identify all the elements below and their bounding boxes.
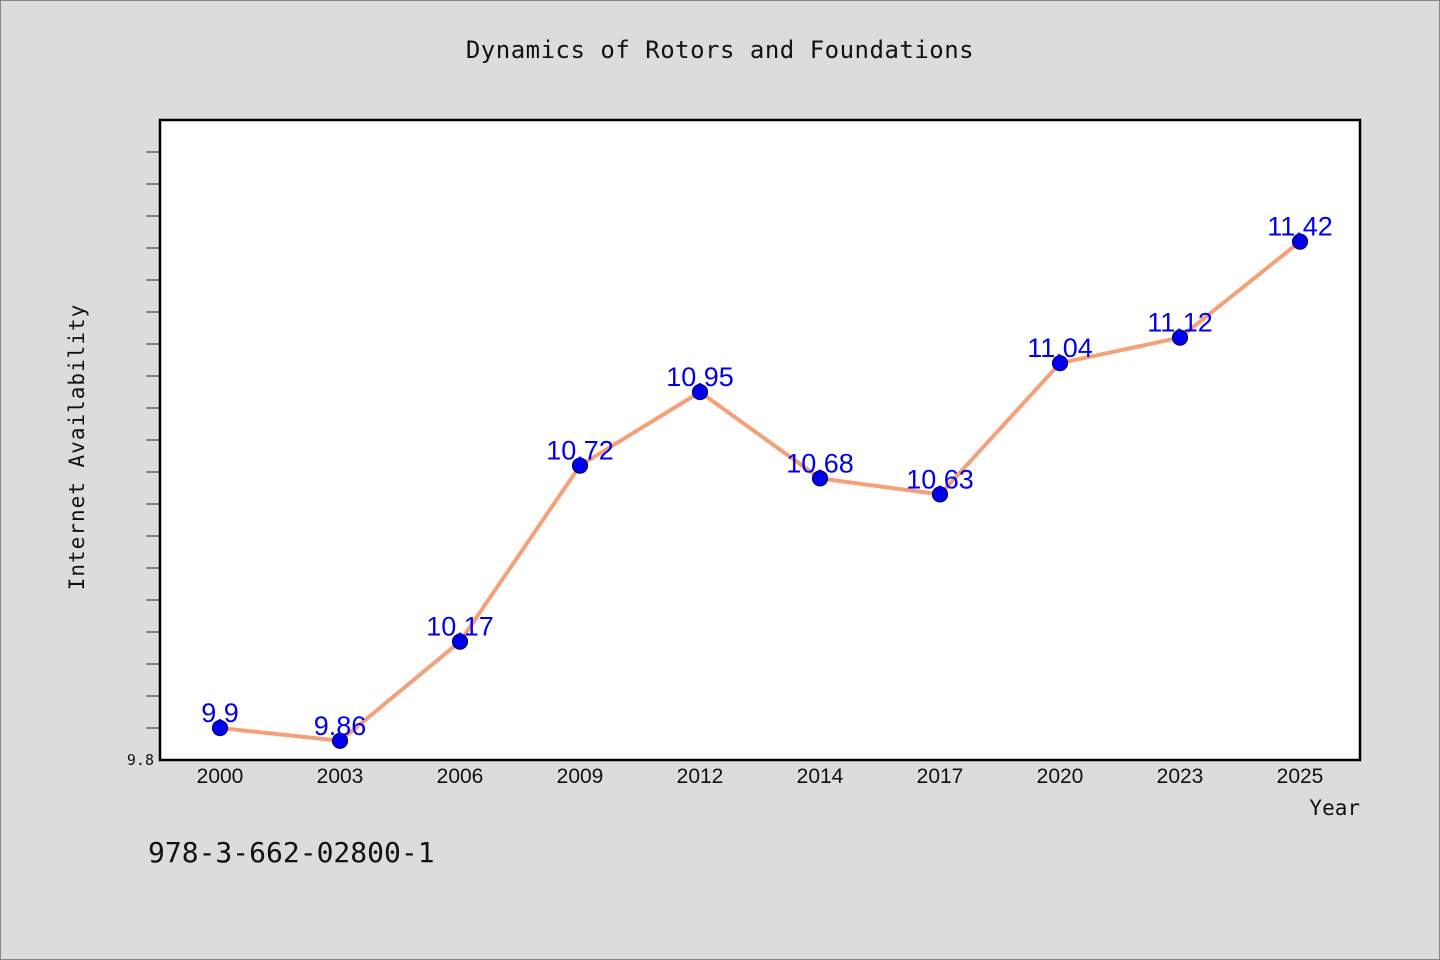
data-label: 10.68: [786, 448, 854, 478]
data-label: 10.72: [546, 436, 614, 466]
x-tick-label: 2020: [1037, 765, 1084, 788]
x-tick-label: 2006: [437, 765, 484, 788]
data-point: [691, 383, 709, 401]
data-point: [211, 719, 229, 737]
data-point: [1051, 355, 1069, 372]
data-label: 10.95: [666, 362, 734, 392]
data-point: [1171, 329, 1189, 346]
x-tick-label: 2017: [917, 765, 964, 788]
series-line: [218, 239, 1302, 743]
x-axis-label: Year: [1309, 796, 1360, 820]
data-label: 11.42: [1267, 212, 1333, 242]
x-tick-label: 2012: [677, 765, 724, 788]
plot-frame: [158, 118, 1362, 762]
data-label: 11.04: [1027, 333, 1093, 363]
data-label: 11.12: [1147, 308, 1213, 338]
data-point: [571, 457, 589, 474]
y-axis-label: Internet Availability: [65, 303, 89, 591]
chart-title: Dynamics of Rotors and Foundations: [465, 36, 975, 64]
x-tick-label: 2003: [317, 765, 364, 788]
data-label: 9.86: [314, 711, 367, 741]
data-label: 10.17: [426, 612, 494, 642]
data-point: [931, 486, 949, 503]
data-point: [451, 633, 469, 650]
y-tick-label: 9.8: [127, 751, 154, 769]
data-point: [1291, 233, 1309, 250]
x-tick-label: 2014: [797, 765, 844, 788]
x-tick-label: 2025: [1277, 765, 1324, 788]
data-label: 10.63: [906, 464, 974, 494]
data-point: [811, 470, 829, 487]
plot-area: [160, 120, 1360, 760]
x-tick-label: 2009: [557, 765, 604, 788]
isbn-footnote: 978-3-662-02800-1: [148, 836, 435, 869]
data-point: [331, 732, 349, 749]
x-tick-label: 2023: [1157, 765, 1204, 788]
data-label: 9.9: [201, 698, 239, 728]
x-tick-label: 2000: [197, 765, 244, 788]
